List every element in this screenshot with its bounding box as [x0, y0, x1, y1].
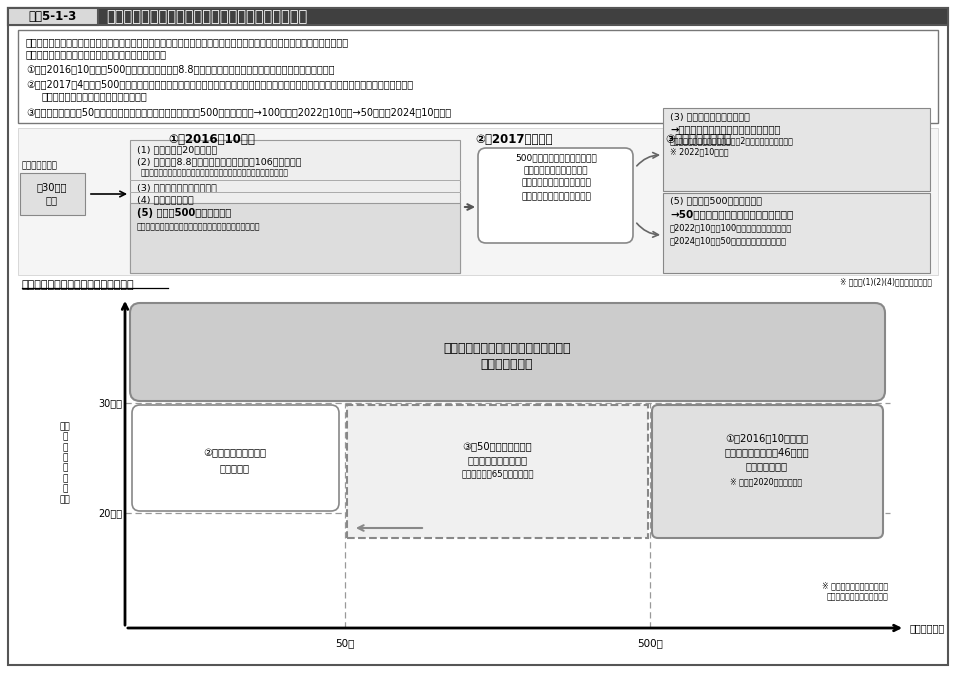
- FancyBboxPatch shape: [663, 108, 930, 191]
- FancyBboxPatch shape: [20, 173, 85, 215]
- FancyBboxPatch shape: [130, 140, 460, 273]
- FancyBboxPatch shape: [347, 405, 648, 538]
- Text: ※ 2022年10月施行: ※ 2022年10月施行: [670, 147, 728, 156]
- Text: ※ 適用拡大前の基準で適用対
　象となる労働者の数で算定: ※ 適用拡大前の基準で適用対 象となる労働者の数で算定: [822, 581, 888, 601]
- Text: （適用拡大前の基準で適用対象となる労働者の数で算定）: （適用拡大前の基準で適用対象となる労働者の数で算定）: [137, 222, 260, 231]
- Text: （従業員数）: （従業員数）: [910, 623, 945, 633]
- Text: ②　労使合意に基づく: ② 労使合意に基づく: [204, 448, 267, 458]
- Text: 基づき、適用拡大を可能に: 基づき、適用拡大を可能に: [521, 178, 591, 187]
- Text: 50人: 50人: [336, 638, 355, 648]
- Text: ③　50人超規模の企業: ③ 50人超規模の企業: [463, 441, 532, 451]
- Text: ③今回の改正では、50人超規模の企業まで適用範囲を拡大。（500人超（現行）→100人超（2022年10月）→50人超（2024年10月））: ③今回の改正では、50人超規模の企業まで適用範囲を拡大。（500人超（現行）→1…: [26, 107, 451, 117]
- FancyBboxPatch shape: [130, 303, 885, 401]
- Text: 団体は、規模にかかわらず適用とする）: 団体は、規模にかかわらず適用とする）: [42, 91, 148, 101]
- Text: 図表5-1-3: 図表5-1-3: [29, 10, 77, 23]
- Text: 500人: 500人: [637, 638, 663, 648]
- Text: （年金・医療）の適用拡大を進めていくことが重要。: （年金・医療）の適用拡大を進めていくことが重要。: [26, 49, 167, 59]
- Text: →50人超規模の企業まで適用範囲を拡大: →50人超規模の企業まで適用範囲を拡大: [670, 209, 793, 219]
- Text: ①　2016年10月～: ① 2016年10月～: [168, 133, 255, 146]
- Text: (3) 勤務期間１年以上見込み: (3) 勤務期間１年以上見込み: [670, 112, 750, 121]
- FancyBboxPatch shape: [8, 8, 948, 665]
- Text: →実務上の取扱いの現状も踏まえて廃座: →実務上の取扱いの現状も踏まえて廃座: [670, 124, 780, 134]
- Text: ②　（2017年4月～）500人以下の企業で、労使の合意に基づき、企業単位で、短時間労働者への適用拡大を可能とする。（国・地方公共: ② （2017年4月～）500人以下の企業で、労使の合意に基づき、企業単位で、短…: [26, 79, 413, 89]
- Text: （所定労働時間や所定内賃金で判断し、残業時間（代）等を含まない）: （所定労働時間や所定内賃金で判断し、残業時間（代）等を含まない）: [141, 168, 289, 177]
- Text: （義務的適用）: （義務的適用）: [481, 359, 533, 371]
- Text: (3) 勤務期間１年以上見込み: (3) 勤務期間１年以上見込み: [137, 183, 217, 192]
- Text: （2024年10月）50人超規模の企業まで適用: （2024年10月）50人超規模の企業まで適用: [670, 236, 787, 245]
- Text: （適用拡大前）: （適用拡大前）: [22, 161, 58, 170]
- FancyBboxPatch shape: [18, 128, 938, 275]
- Text: （義務的適用）: （義務的適用）: [746, 461, 788, 471]
- FancyBboxPatch shape: [8, 8, 948, 25]
- Text: ※ 人数は2020年１月末時点: ※ 人数は2020年１月末時点: [730, 478, 803, 487]
- Text: 短時間労働者に対する被用者保険の適用拡大の概要: 短時間労働者に対する被用者保険の適用拡大の概要: [106, 9, 307, 24]
- Text: （フルタイムの被保険者と同様の2ヶ月超の要件を適用）: （フルタイムの被保険者と同様の2ヶ月超の要件を適用）: [670, 136, 793, 145]
- Text: ②　2017年４月～: ② 2017年４月～: [475, 133, 553, 146]
- Text: (1) 週労働時間20時間以上: (1) 週労働時間20時間以上: [137, 145, 217, 154]
- Text: 500人以下の企業等について、: 500人以下の企業等について、: [515, 153, 597, 162]
- Text: （週
の
所
定
労
働
時
間）: （週 の 所 定 労 働 時 間）: [59, 422, 71, 504]
- Text: ①　（2016年10月～）500人超の企業で、月収8.8万円以上等の要件を満たす短時間労働者に適用拡大。: ① （2016年10月～）500人超の企業で、月収8.8万円以上等の要件を満たす…: [26, 64, 335, 74]
- Text: (5) 従業員500人超の企業等: (5) 従業員500人超の企業等: [137, 208, 231, 218]
- FancyBboxPatch shape: [132, 405, 339, 511]
- Text: 20時間: 20時間: [98, 508, 122, 518]
- Text: (4) 学生は適用除外: (4) 学生は適用除外: [137, 195, 194, 204]
- Text: ・民間企業は、労使合意に: ・民間企業は、労使合意に: [524, 166, 588, 175]
- Text: まで適用範囲を拡大: まで適用範囲を拡大: [467, 455, 528, 465]
- FancyBboxPatch shape: [130, 203, 460, 273]
- FancyBboxPatch shape: [18, 30, 938, 123]
- Text: (5) 従業員　500人超の企業等: (5) 従業員 500人超の企業等: [670, 196, 762, 205]
- Text: ③　今回の改正内容: ③ 今回の改正内容: [665, 133, 731, 146]
- Text: ※ その他(1)(2)(4)の要件は現状維持: ※ その他(1)(2)(4)の要件は現状維持: [840, 277, 932, 286]
- Text: (2) 月額賃金8.8万円以上（年収換算で約106万円以上）: (2) 月額賃金8.8万円以上（年収換算で約106万円以上）: [137, 157, 301, 166]
- Text: ・国・地方公共団体は、適用: ・国・地方公共団体は、適用: [521, 192, 591, 201]
- Text: （2022年10月）100人超規模の企業まで適用: （2022年10月）100人超規模の企業まで適用: [670, 223, 793, 232]
- Text: ＜被用者保険の適用拡大のイメージ＞: ＜被用者保険の適用拡大のイメージ＞: [22, 280, 135, 290]
- Text: （対象者数約65万人と推計）: （対象者数約65万人と推計）: [461, 470, 533, 479]
- Text: 週30時間
以上: 週30時間 以上: [36, 182, 67, 205]
- Text: 任意の適用: 任意の適用: [220, 463, 250, 473]
- FancyBboxPatch shape: [652, 405, 883, 538]
- Text: 30時間: 30時間: [98, 398, 122, 408]
- Text: 適用拡大の対象（約46万人）: 適用拡大の対象（約46万人）: [725, 447, 809, 457]
- FancyBboxPatch shape: [663, 193, 930, 273]
- Text: 適用拡大前からの被用者保険適用対象: 適用拡大前からの被用者保険適用対象: [444, 341, 571, 355]
- FancyBboxPatch shape: [8, 8, 98, 25]
- Text: ①　2016年10月からの: ① 2016年10月からの: [725, 433, 808, 443]
- FancyBboxPatch shape: [478, 148, 633, 243]
- Text: 働きたい人が働きやすい環境を整えるとともに、短時間労働者について、年金等の保障を厚くする観点から、被用者保険: 働きたい人が働きやすい環境を整えるとともに、短時間労働者について、年金等の保障を…: [26, 37, 349, 47]
